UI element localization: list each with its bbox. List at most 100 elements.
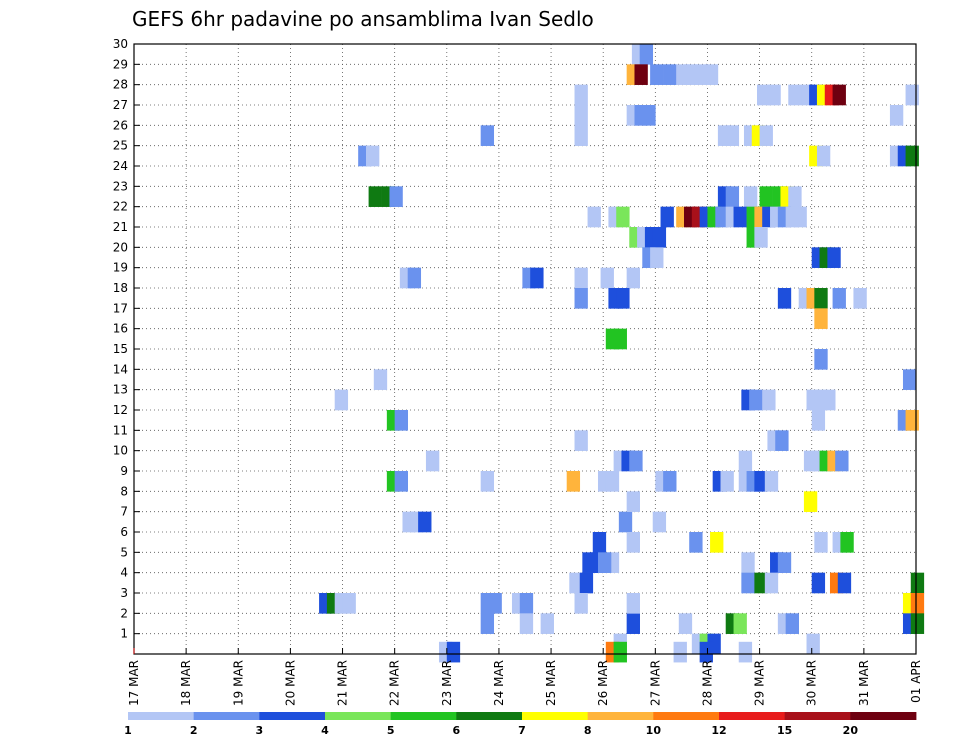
heatmap-cell [368, 186, 382, 207]
heatmap-cell [425, 450, 440, 472]
heatmap-cell [910, 572, 925, 594]
heatmap-cell [626, 593, 640, 614]
heatmap-cell [889, 105, 904, 126]
heatmap-cell [394, 471, 408, 492]
heatmap-cell [806, 633, 820, 655]
heatmap-cell [704, 64, 719, 85]
colorbar-swatch [128, 712, 195, 720]
heatmap-cell [673, 641, 687, 663]
heatmap-cell [793, 206, 807, 228]
heatmap-cell [574, 288, 588, 309]
heatmap-cell [684, 64, 698, 85]
y-axis: 1234567891011121314151617181920212223242… [113, 37, 140, 641]
heatmap-cell [811, 572, 826, 594]
y-tick-label: 28 [113, 78, 128, 92]
heatmap-cell [785, 613, 799, 634]
heatmap-cell [710, 532, 724, 553]
heatmap-cell [574, 125, 588, 146]
heatmap-cell [650, 64, 664, 85]
y-tick-label: 30 [113, 37, 128, 51]
heatmap-cell [605, 471, 620, 492]
colorbar-label: 4 [321, 724, 329, 737]
x-tick-label: 21 MAR [336, 660, 350, 706]
colorbar-label: 15 [777, 724, 792, 737]
x-tick-label: 27 MAR [648, 660, 662, 706]
y-tick-label: 22 [113, 200, 128, 214]
heatmap-cell [749, 389, 763, 411]
heatmap-cell [694, 64, 708, 85]
heatmap-cell [689, 532, 703, 553]
heatmap-cell [832, 288, 846, 309]
colorbar-swatch [390, 712, 457, 720]
heatmap-cell [446, 641, 461, 663]
heatmap-cell [660, 206, 674, 228]
heatmap-cell [407, 267, 422, 289]
heatmap-cell [733, 206, 747, 228]
heatmap-cell [814, 288, 828, 309]
colorbar-label: 12 [711, 724, 726, 737]
x-tick-label: 01 APR [909, 660, 923, 703]
y-tick-label: 23 [113, 179, 128, 193]
heatmap-cell [754, 572, 768, 594]
colorbar-label: 2 [190, 724, 198, 737]
y-tick-label: 17 [113, 301, 128, 315]
heatmap-cell [569, 572, 583, 594]
heatmap-cell [777, 552, 792, 573]
heatmap-cell [803, 491, 818, 512]
heatmap-cell [725, 125, 740, 146]
heatmap-cell [678, 613, 693, 634]
heatmap-cell [342, 593, 356, 614]
heatmap-cell [699, 641, 713, 663]
heatmap-cell [902, 369, 917, 390]
heatmap-cell [634, 64, 648, 85]
heatmap-cell [629, 450, 643, 472]
heatmap-cell [642, 105, 656, 126]
heatmap-cell [574, 430, 588, 451]
heatmap-cell [905, 84, 919, 106]
heatmap-cell [519, 593, 534, 614]
y-tick-label: 19 [113, 261, 128, 275]
colorbar-swatch [456, 712, 523, 720]
y-tick-label: 6 [120, 525, 128, 539]
heatmap-cell [832, 84, 846, 106]
x-tick-label: 28 MAR [700, 660, 714, 706]
heatmap-cell [652, 227, 667, 248]
heatmap-cell [574, 84, 588, 106]
heatmap-cell [738, 641, 753, 663]
colorbar-swatch [587, 712, 654, 720]
heatmap-cell [574, 105, 588, 126]
heatmap-cell [741, 572, 755, 594]
heatmap-cell [738, 450, 753, 472]
heatmap-cell [754, 471, 768, 492]
heatmap-cell [853, 288, 867, 309]
heatmap-cell [626, 267, 640, 289]
y-tick-label: 25 [113, 139, 128, 153]
heatmap-cell [618, 511, 633, 533]
colorbar-label: 20 [843, 724, 859, 737]
y-tick-label: 24 [113, 159, 128, 173]
colorbar-label: 7 [518, 724, 526, 737]
grid [134, 44, 916, 654]
heatmap-cell [616, 288, 630, 309]
y-tick-label: 5 [120, 545, 128, 559]
heatmap-cell [587, 206, 601, 228]
x-tick-label: 24 MAR [492, 660, 506, 706]
y-tick-label: 12 [113, 403, 128, 417]
colorbar-swatch [193, 712, 260, 720]
heatmap-cell [626, 532, 640, 553]
heatmap-cell [822, 389, 836, 411]
y-tick-label: 9 [120, 464, 128, 478]
y-tick-label: 15 [113, 342, 128, 356]
colorbar-label: 5 [387, 724, 395, 737]
heatmap-cell [905, 145, 919, 167]
heatmap-cell [626, 491, 640, 512]
x-tick-label: 17 MAR [127, 660, 141, 706]
heatmap-cell [837, 572, 852, 594]
heatmap-cell [650, 247, 664, 268]
colorbar: 1 2 3 4 5 6 7 8 10 12 15 20 [124, 712, 917, 737]
heatmap-cell [592, 532, 607, 553]
heatmap-cell [764, 471, 779, 492]
heatmap-cell [540, 613, 554, 634]
colorbar-swatch [850, 712, 917, 720]
heatmap-cell [566, 471, 581, 492]
